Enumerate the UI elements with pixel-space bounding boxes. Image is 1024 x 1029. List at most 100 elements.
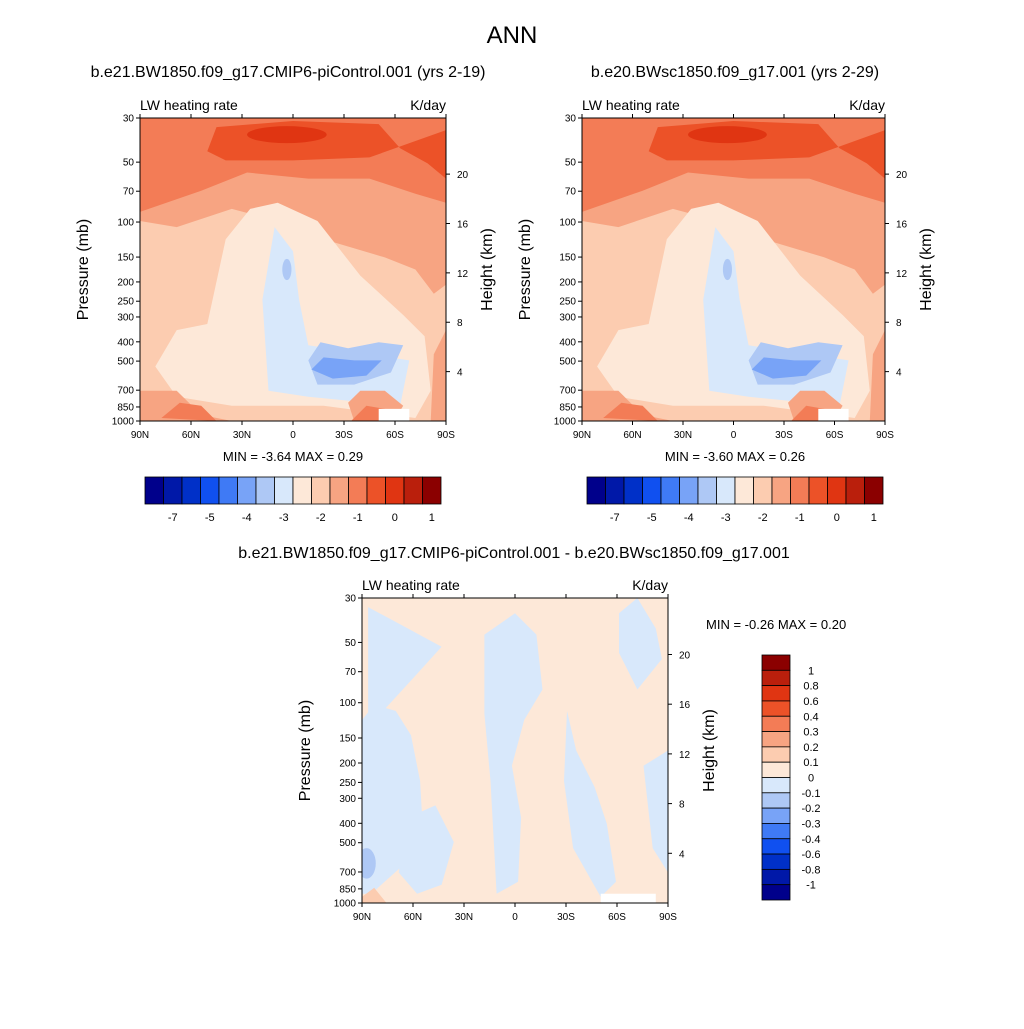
y-tick-label: 300 xyxy=(339,794,356,805)
colorbar-label: 0 xyxy=(834,512,840,524)
y-tick-label: 850 xyxy=(117,402,134,413)
panel-0: b.e21.BW1850.f09_g17.CMIP6-piControl.001… xyxy=(75,64,496,464)
colorbar-1: -7 -5 -4 -3 -2 -1 0 1 xyxy=(586,476,884,524)
contour-field xyxy=(362,598,668,903)
colorbar-box xyxy=(761,761,791,778)
panel-title: b.e21.BW1850.f09_g17.CMIP6-piControl.001… xyxy=(91,64,486,81)
y2-axis-label: Height (km) xyxy=(918,228,935,311)
y-axis-label: Pressure (mb) xyxy=(297,700,314,801)
colorbar-label: -0.3 xyxy=(802,818,821,830)
x-tick-label: 90N xyxy=(353,912,371,923)
level-band xyxy=(499,665,531,702)
level-band xyxy=(398,805,454,894)
y-tick-label: 500 xyxy=(339,838,356,849)
level-band xyxy=(869,330,885,421)
level-band xyxy=(368,607,442,727)
y2-tick-label: 12 xyxy=(679,750,691,761)
y-tick-label: 50 xyxy=(123,158,135,169)
y2-tick-label: 16 xyxy=(679,700,691,711)
x-tick-label: 90S xyxy=(876,430,894,441)
y-tick-label: 100 xyxy=(339,698,356,709)
colorbar-label: 0.3 xyxy=(803,727,818,739)
colorbar-0: -7 -5 -4 -3 -2 -1 0 1 xyxy=(144,476,442,524)
colorbar-box xyxy=(274,476,294,505)
level-band xyxy=(247,126,327,144)
colorbar-box xyxy=(385,476,405,505)
colorbar-label: -7 xyxy=(610,512,620,524)
colorbar-box xyxy=(761,838,791,855)
colorbar-box xyxy=(734,476,754,505)
x-tick-label: 0 xyxy=(731,430,737,441)
colorbar-box xyxy=(218,476,238,505)
x-tick-label: 0 xyxy=(290,430,296,441)
contour-field xyxy=(582,118,885,421)
colorbar-box xyxy=(181,476,201,505)
y2-tick-label: 12 xyxy=(457,269,469,280)
colorbar-label: -2 xyxy=(316,512,326,524)
y2-tick-label: 4 xyxy=(457,368,463,379)
y-tick-label: 250 xyxy=(339,778,356,789)
colorbar-box xyxy=(753,476,773,505)
y-tick-label: 500 xyxy=(559,357,576,368)
colorbar-label: -7 xyxy=(168,512,178,524)
colorbar-box xyxy=(761,654,791,671)
colorbar-box xyxy=(311,476,331,505)
colorbar-label: -1 xyxy=(806,880,816,892)
y2-axis-label: Height (km) xyxy=(479,228,496,311)
x-tick-label: 60N xyxy=(623,430,641,441)
panel-1: b.e20.BWsc1850.f09_g17.001 (yrs 2-29) LW … xyxy=(517,64,935,464)
level-band xyxy=(688,126,767,144)
left-label: LW heating rate xyxy=(362,577,460,593)
colorbar-box xyxy=(144,476,164,505)
page-title: ANN xyxy=(487,22,538,49)
missing-data xyxy=(818,408,849,421)
level-band xyxy=(643,750,668,873)
y-tick-label: 250 xyxy=(559,297,576,308)
x-tick-label: 60S xyxy=(826,430,844,441)
y-tick-label: 700 xyxy=(559,386,576,397)
y-tick-label: 700 xyxy=(117,386,134,397)
colorbar-box xyxy=(761,884,791,901)
level-band xyxy=(603,402,658,421)
colorbar-box xyxy=(660,476,680,505)
colorbar-box xyxy=(761,731,791,748)
missing-data xyxy=(378,408,410,421)
colorbar-box xyxy=(864,476,884,505)
y-tick-label: 50 xyxy=(345,638,357,649)
colorbar-box xyxy=(403,476,423,505)
y-tick-label: 30 xyxy=(345,594,357,605)
level-band xyxy=(282,258,292,281)
x-tick-label: 0 xyxy=(512,912,518,923)
y2-tick-label: 20 xyxy=(896,170,908,181)
colorbar-label: -5 xyxy=(205,512,215,524)
colorbar-label: 0.2 xyxy=(803,742,818,754)
y-tick-label: 850 xyxy=(559,402,576,413)
level-band xyxy=(362,887,387,903)
y-tick-label: 30 xyxy=(565,114,577,125)
colorbar-label: -1 xyxy=(795,512,805,524)
colorbar-box xyxy=(237,476,257,505)
colorbar-box xyxy=(761,746,791,763)
y-tick-label: 400 xyxy=(559,337,576,348)
y2-tick-label: 8 xyxy=(896,318,902,329)
x-tick-label: 60S xyxy=(608,912,626,923)
colorbar-box xyxy=(163,476,183,505)
colorbar-label: 0.8 xyxy=(803,681,818,693)
y-tick-label: 150 xyxy=(339,733,356,744)
y2-tick-label: 8 xyxy=(457,318,463,329)
stats-label: MIN = -0.26 MAX = 0.20 xyxy=(706,617,846,632)
y-tick-label: 400 xyxy=(339,819,356,830)
colorbar-box xyxy=(761,868,791,886)
colorbar-box xyxy=(761,792,791,809)
colorbar-box xyxy=(845,476,865,505)
y-tick-label: 300 xyxy=(117,312,134,323)
colorbar-label: -3 xyxy=(721,512,731,524)
colorbar-label: 0 xyxy=(808,773,814,785)
colorbar-box xyxy=(642,476,662,505)
y2-tick-label: 20 xyxy=(679,650,691,661)
y-tick-label: 500 xyxy=(117,357,134,368)
x-tick-label: 30S xyxy=(557,912,575,923)
level-band xyxy=(564,710,616,897)
y2-axis-label: Height (km) xyxy=(701,709,718,792)
